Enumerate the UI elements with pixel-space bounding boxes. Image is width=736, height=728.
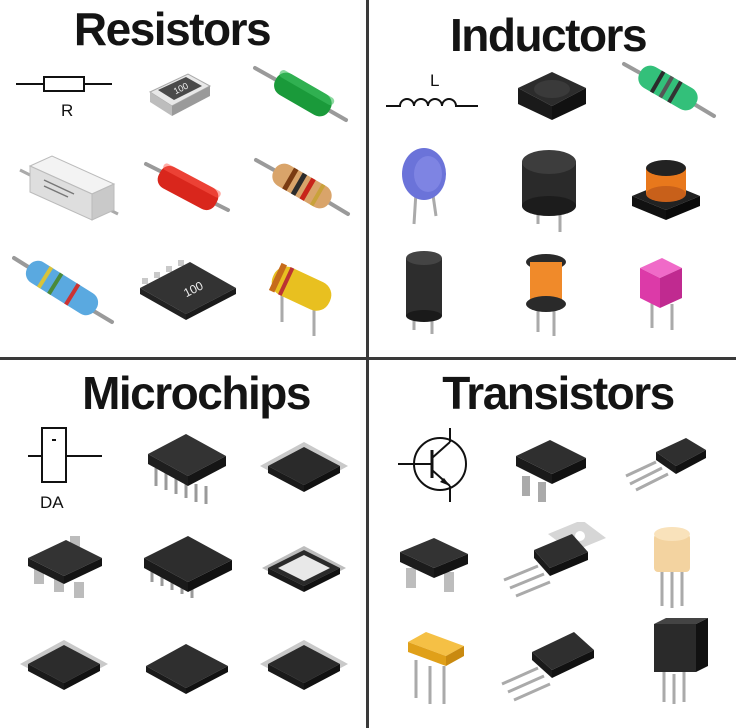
green-resistor-icon — [250, 62, 360, 162]
horizontal-divider — [0, 357, 736, 360]
qfn-chip-icon — [136, 622, 246, 722]
qfp-chip-icon — [254, 422, 364, 522]
soic-chip-icon — [136, 524, 246, 624]
to220-transistor-icon — [498, 522, 608, 622]
microchip-symbol: DA — [14, 422, 124, 522]
to92-small-transistor-icon — [622, 426, 732, 526]
microchips-quadrant: Microchips DA — [0, 364, 368, 728]
inductors-title: Inductors — [449, 9, 648, 61]
lqfp-chip-icon — [254, 620, 364, 720]
resistors-quadrant: Resistors R 100 — [0, 0, 368, 364]
transistors-title: Transistors — [442, 367, 675, 419]
to247-transistor-icon — [644, 616, 736, 716]
orange-coil-inductor-icon — [508, 248, 618, 348]
smd-power-inductor-icon — [498, 58, 608, 158]
inductor-symbol-label: L — [430, 71, 439, 90]
resistor-symbol-label: R — [61, 101, 73, 120]
drum-inductor-icon — [398, 250, 508, 350]
plcc-chip-icon — [254, 524, 364, 624]
microchip-symbol-label: DA — [40, 493, 64, 512]
sot223-transistor-icon — [388, 522, 498, 622]
yellow-resistor-icon — [258, 250, 368, 350]
blue-resistor-icon — [12, 250, 122, 350]
resistor-network-icon: 100 — [132, 248, 242, 348]
pink-inductor-icon — [626, 250, 736, 350]
transistors-quadrant: Transistors — [368, 364, 736, 728]
resistors-title: Resistors — [73, 3, 272, 55]
shielded-inductor-icon — [626, 140, 736, 240]
to92-can-transistor-icon — [634, 520, 736, 620]
smd-resistor-icon: 100 — [140, 62, 250, 162]
dip-chip-icon — [136, 424, 246, 524]
radial-inductor-icon — [508, 144, 618, 244]
to126-transistor-icon — [498, 622, 608, 722]
transistor-symbol — [388, 424, 498, 524]
carbon-resistor-icon — [252, 150, 362, 250]
inductors-quadrant: Inductors L — [368, 0, 736, 364]
sot-chip-icon — [18, 524, 128, 624]
red-resistor-icon — [140, 150, 250, 250]
disc-inductor-icon — [382, 138, 492, 238]
vertical-divider — [366, 0, 369, 728]
dpak-transistor-icon — [504, 426, 614, 526]
cement-resistor-icon — [18, 150, 128, 250]
inductor-symbol: L — [378, 62, 488, 162]
yellow-transistor-icon — [402, 620, 512, 720]
tqfp-chip-icon — [14, 620, 124, 720]
microchips-title: Microchips — [82, 367, 311, 419]
green-inductor-icon — [618, 58, 728, 158]
resistor-symbol: R — [8, 62, 118, 162]
